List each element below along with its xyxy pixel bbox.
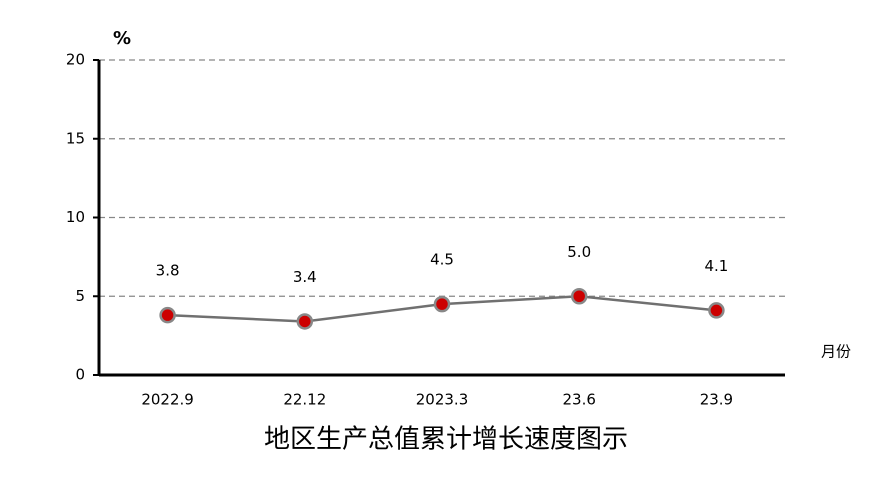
x-axis-label: 月份	[821, 343, 851, 361]
y-tick-label: 20	[66, 51, 85, 69]
data-label: 4.5	[430, 251, 454, 269]
x-tick-label: 2023.3	[416, 391, 469, 409]
x-tick-label: 22.12	[283, 391, 326, 409]
data-label: 5.0	[567, 243, 591, 261]
chart-title: 地区生产总值累计增长速度图示	[264, 425, 628, 455]
x-tick-label: 23.9	[700, 391, 733, 409]
data-label: 3.8	[156, 262, 180, 280]
y-tick-label: 0	[75, 366, 85, 384]
data-point	[159, 306, 176, 324]
data-label: 3.4	[293, 268, 317, 286]
y-tick-label: 10	[66, 208, 85, 226]
y-tick-label: 5	[75, 287, 85, 305]
data-point	[570, 288, 588, 305]
data-point	[433, 295, 451, 313]
data-point	[296, 313, 314, 330]
x-tick-label: 23.6	[562, 391, 595, 409]
data-point	[708, 302, 725, 319]
y-axis-label: %	[113, 28, 131, 49]
x-tick-label: 2022.9	[141, 391, 194, 409]
data-label: 4.1	[704, 257, 728, 275]
y-tick-label: 15	[66, 129, 85, 147]
